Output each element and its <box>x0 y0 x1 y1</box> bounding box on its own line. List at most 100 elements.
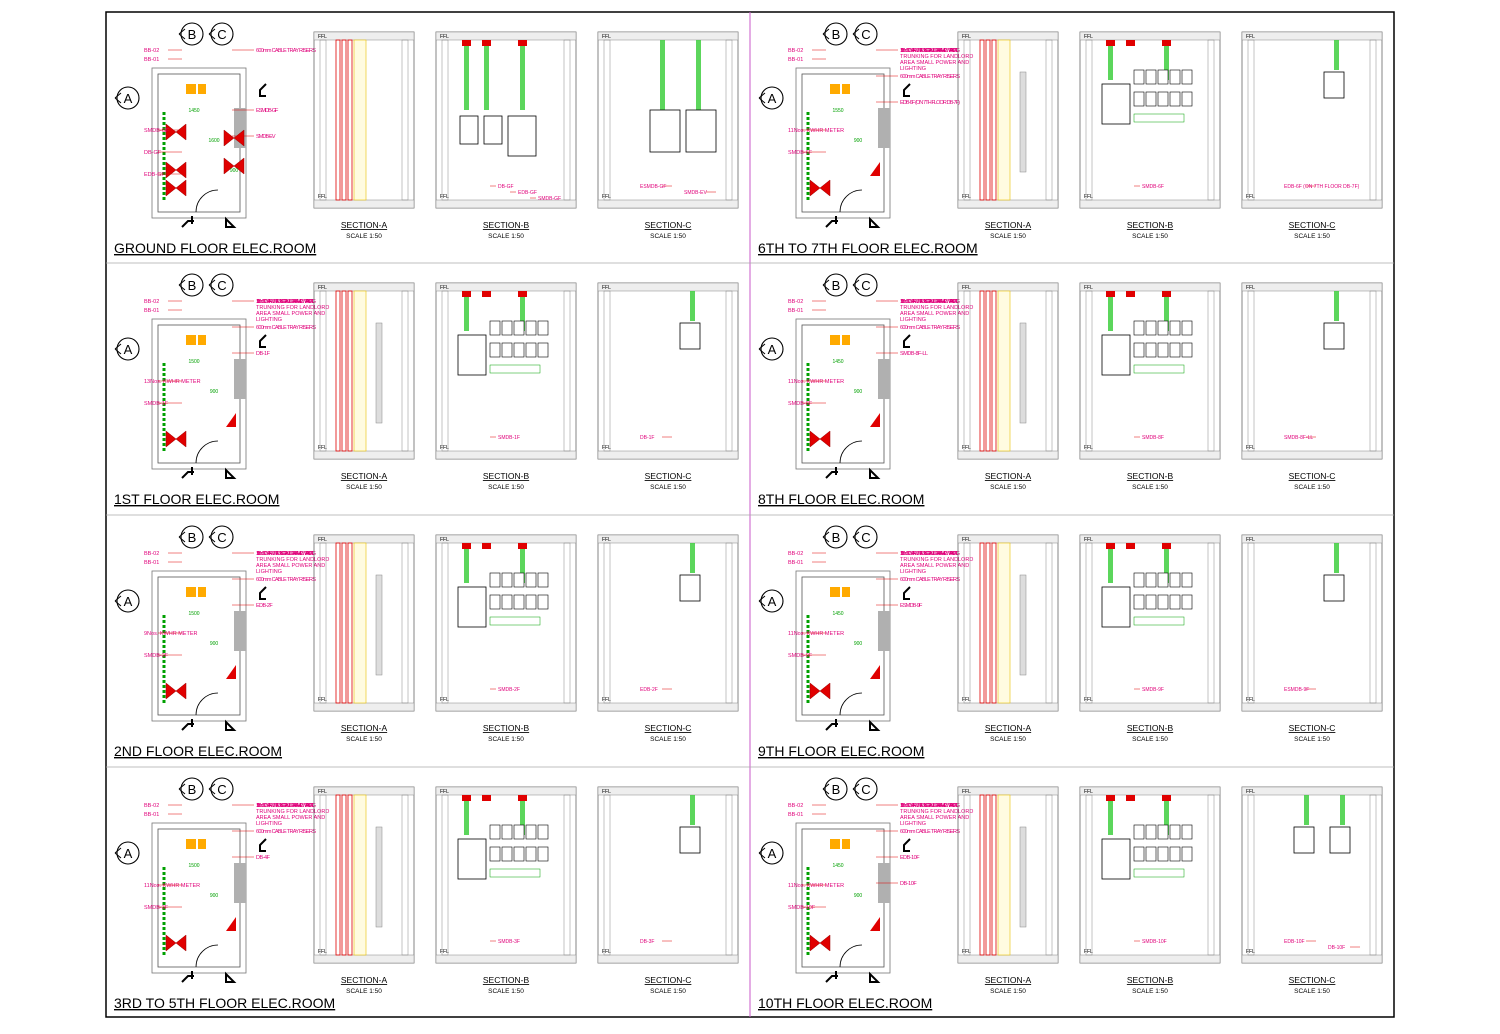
floor-panel: B C A BB-02 BB-01 SMDB-GF DB-GF EDB-GF 600mm CAB… <box>114 22 739 256</box>
ffl-label: FFL <box>602 34 611 40</box>
plan-dimension: 1450 <box>832 611 843 617</box>
section-slab <box>313 954 415 964</box>
riser-cap <box>1162 291 1171 297</box>
riser-bar <box>341 794 347 956</box>
section-marker-icon <box>259 334 267 348</box>
distribution-board <box>1101 334 1131 376</box>
section-slab <box>1241 282 1383 292</box>
section-marker-icon <box>825 719 838 731</box>
section-scale: SCALE 1:50 <box>990 233 1026 240</box>
grid-bubble-label: B <box>832 27 841 42</box>
door-arc <box>195 944 219 968</box>
section-wall <box>1369 542 1377 704</box>
door-arc <box>839 440 863 464</box>
section-marker-icon <box>181 971 194 983</box>
plan-tag-right: 600mm CABLE TRAY RISERS <box>900 325 960 331</box>
busbar-riser <box>198 839 206 849</box>
riser-pipe <box>690 291 695 321</box>
ffl-label: FFL <box>1246 445 1255 451</box>
section-slab <box>313 534 415 544</box>
riser-cap <box>518 40 527 46</box>
plan-dimension: 900 <box>210 641 219 647</box>
plan-tag-left: 11Nos. KWHR METER <box>788 631 844 637</box>
ffl-label: FFL <box>602 789 611 795</box>
section-title: SECTION-B <box>483 220 530 230</box>
grid-arrow-icon <box>208 279 216 291</box>
section-view: FFL FFL SMDB-6F SECTION-B SCALE 1:50 <box>1079 31 1221 240</box>
kwh-meter-box <box>1157 69 1169 85</box>
riser-bar <box>347 794 353 956</box>
plan-dimension: 900 <box>210 893 219 899</box>
riser-pipe <box>464 795 469 835</box>
section-view: FFL FFL SECTION-A SCALE 1:50 <box>313 31 415 240</box>
section-wall <box>401 542 409 704</box>
plan-tag-left: EDB-GF <box>144 172 165 178</box>
riser-bar <box>335 290 341 452</box>
plan-tag-right: TRUNKING FOR LANDLORD <box>900 557 973 563</box>
riser-bar <box>347 542 353 704</box>
riser-pipe <box>1108 543 1113 583</box>
ffl-label: FFL <box>602 285 611 291</box>
distribution-board <box>1323 71 1345 99</box>
busbar-riser <box>830 587 840 597</box>
riser-pipe <box>520 291 525 331</box>
riser-cap <box>1106 40 1115 46</box>
riser-bar <box>985 290 991 452</box>
grid-arrow-icon <box>178 783 186 795</box>
grid-bubble <box>210 22 234 46</box>
section-scale: SCALE 1:50 <box>990 484 1026 491</box>
section-frame <box>435 31 577 209</box>
plan-tag-left: SMDB-1F <box>144 401 169 407</box>
panel-bowtie-icon <box>809 682 831 700</box>
section-title: SECTION-A <box>341 723 388 733</box>
plan-tag-left: BB-01 <box>144 560 159 566</box>
grid-bubble <box>180 22 204 46</box>
kwh-meter-box <box>513 572 525 588</box>
section-title: SECTION-C <box>645 471 692 481</box>
section-marker-icon <box>903 334 911 348</box>
db-triangle-icon <box>870 413 880 427</box>
section-title: SECTION-A <box>341 975 388 985</box>
section-wall <box>963 794 971 956</box>
grid-bubble-label: A <box>768 342 777 357</box>
panel-title: GROUND FLOOR ELEC.ROOM <box>114 240 316 256</box>
busbar-riser <box>842 587 850 597</box>
floor-panel: B C A BB-02 BB-01 11Nos. KWHR METER SMDB-8F 150… <box>758 273 1383 507</box>
section-scale: SCALE 1:50 <box>1294 484 1330 491</box>
section-scale: SCALE 1:50 <box>1294 988 1330 995</box>
cable-tray-riser <box>353 794 367 956</box>
section-wall <box>1247 290 1255 452</box>
section-wall <box>725 542 733 704</box>
section-scale: SCALE 1:50 <box>650 736 686 743</box>
riser-cap <box>1126 543 1135 549</box>
section-tag: DB-3F <box>640 939 654 945</box>
section-marker-icon <box>825 216 838 228</box>
meter-trunking <box>489 868 541 878</box>
section-view: FFL FFL SECTION-A SCALE 1:50 <box>313 786 415 995</box>
section-frame <box>435 786 577 964</box>
section-slab <box>957 282 1059 292</box>
grid-bubble <box>854 273 878 297</box>
grid-bubble-label: B <box>832 278 841 293</box>
grid-bubble <box>824 777 848 801</box>
kwh-meter-box <box>1145 320 1157 336</box>
distribution-board <box>1323 574 1345 602</box>
panel-bowtie-icon <box>809 179 831 197</box>
cable-tray-riser <box>997 39 1011 201</box>
cable-tray-riser <box>353 39 367 201</box>
distribution-board <box>507 115 537 157</box>
grid-arrow-icon <box>114 847 122 859</box>
kwh-meter-box <box>1169 91 1181 107</box>
section-view: FFL FFL SMDB-3F SECTION-B SCALE 1:50 <box>435 786 577 995</box>
busbar-riser <box>186 335 196 345</box>
section-title: SECTION-C <box>1289 723 1336 733</box>
kwh-meter-box <box>1145 572 1157 588</box>
ffl-label: FFL <box>440 34 449 40</box>
grid-arrow-icon <box>852 531 860 543</box>
grid-bubble <box>760 337 784 361</box>
section-tag: DB-1F <box>640 435 654 441</box>
plan-tag-right: DB-1F <box>256 351 271 357</box>
grid-bubble <box>210 777 234 801</box>
section-wall <box>563 794 571 956</box>
busbar-riser <box>830 335 840 345</box>
